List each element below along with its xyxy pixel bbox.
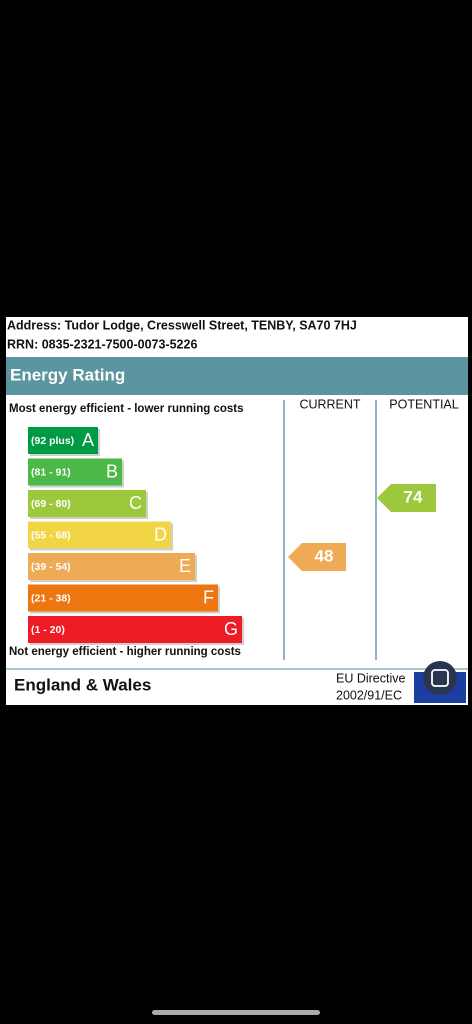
top-note: Most energy efficient - lower running co…	[9, 403, 244, 415]
band-range: (21 - 38)	[31, 592, 71, 604]
rrn: RRN: 0835-2321-7500-0073-5226	[7, 337, 197, 351]
lens-button[interactable]	[423, 661, 457, 695]
band	[28, 427, 98, 454]
potential-arrow	[377, 484, 436, 512]
band-letter: A	[82, 430, 94, 450]
band	[28, 521, 171, 549]
lens-icon	[431, 669, 449, 687]
band-letter: B	[106, 461, 118, 481]
title: Energy Rating	[10, 365, 125, 384]
directive: 2002/91/EC	[336, 688, 402, 702]
band-range: (92 plus)	[31, 435, 74, 447]
band-letter: G	[224, 619, 238, 639]
address: Address: Tudor Lodge, Cresswell Street, …	[7, 318, 357, 332]
band-range: (69 - 80)	[31, 498, 71, 510]
potential-value: 74	[404, 487, 423, 506]
current-arrow	[288, 543, 346, 571]
directive: EU Directive	[336, 671, 406, 685]
home-indicator[interactable]	[152, 1010, 320, 1015]
band	[28, 490, 146, 517]
band	[28, 553, 195, 580]
bands: (92 plus) A (81 - 91) B (69 - 80) C (55 - 68) D…	[28, 427, 244, 645]
band-range: (39 - 54)	[31, 561, 71, 573]
band-range: (1 - 20)	[31, 624, 65, 636]
band	[28, 616, 242, 643]
bottom-note: Not energy efficient - higher running co…	[9, 646, 241, 658]
band-letter: C	[129, 493, 142, 513]
band-letter: F	[203, 587, 214, 607]
current-value: 48	[315, 546, 334, 565]
column-heading: POTENTIAL	[389, 397, 459, 411]
band-range: (81 - 91)	[31, 466, 71, 478]
region: England & Wales	[14, 675, 151, 694]
band-range: (55 - 68)	[31, 529, 71, 541]
band-letter: E	[179, 556, 191, 576]
band	[28, 584, 218, 612]
band	[28, 458, 122, 486]
title-bar	[6, 357, 468, 395]
column-heading: CURRENT	[299, 397, 360, 411]
band-letter: D	[154, 524, 167, 544]
